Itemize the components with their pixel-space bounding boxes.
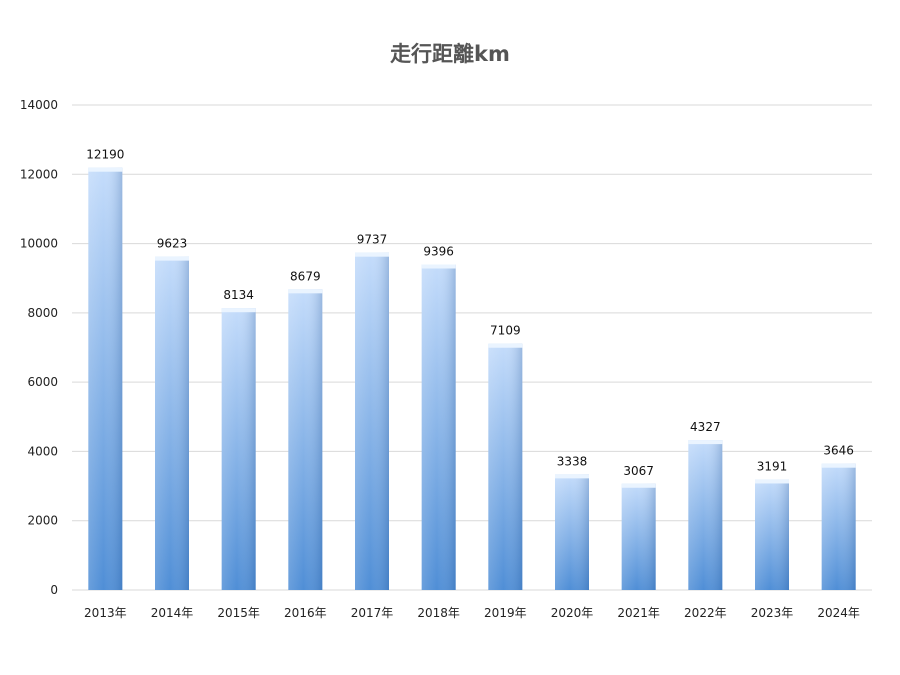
bar-shading bbox=[755, 479, 789, 590]
bar bbox=[688, 440, 723, 590]
x-tick-label: 2018年 bbox=[417, 606, 460, 620]
bar-cap bbox=[421, 264, 456, 269]
bar-cap bbox=[621, 483, 656, 488]
gridlines bbox=[72, 104, 872, 591]
bar bbox=[355, 252, 389, 590]
y-tick-label: 4000 bbox=[27, 444, 58, 458]
bar bbox=[421, 264, 456, 590]
x-tick-label: 2016年 bbox=[284, 606, 327, 620]
data-label: 9737 bbox=[357, 233, 388, 247]
bar-cap bbox=[88, 167, 123, 172]
chart-title: 走行距離km bbox=[390, 42, 510, 66]
bar-shading bbox=[355, 252, 389, 590]
y-tick-label: 0 bbox=[50, 583, 58, 597]
bar-shading bbox=[688, 440, 723, 590]
x-tick-label: 2021年 bbox=[617, 606, 660, 620]
bar-shading bbox=[555, 474, 589, 590]
bar bbox=[221, 308, 256, 590]
y-tick-label: 14000 bbox=[20, 98, 58, 112]
bar bbox=[488, 343, 523, 590]
bar-cap bbox=[821, 463, 856, 468]
data-label: 3191 bbox=[757, 459, 788, 473]
bar bbox=[755, 479, 789, 590]
x-tick-label: 2024年 bbox=[817, 606, 860, 620]
y-tick-label: 8000 bbox=[27, 306, 58, 320]
bar bbox=[288, 289, 323, 590]
data-label: 8134 bbox=[223, 288, 254, 302]
bar-shading bbox=[488, 343, 523, 590]
x-tick-label: 2013年 bbox=[84, 606, 127, 620]
bar bbox=[621, 483, 656, 590]
x-tick-label: 2022年 bbox=[684, 606, 727, 620]
data-label: 7109 bbox=[490, 324, 521, 338]
data-label: 9396 bbox=[423, 244, 454, 258]
bar-shading bbox=[821, 463, 856, 590]
bar-cap bbox=[755, 479, 789, 484]
data-label: 3067 bbox=[623, 464, 654, 478]
bar bbox=[155, 256, 189, 590]
bar-cap bbox=[555, 474, 589, 479]
bar-shading bbox=[155, 256, 189, 590]
data-label: 8679 bbox=[290, 269, 321, 283]
bar-cap bbox=[355, 252, 389, 257]
bar-cap bbox=[488, 343, 523, 348]
bar-shading bbox=[88, 167, 123, 591]
data-label: 3646 bbox=[823, 444, 854, 458]
x-tick-label: 2014年 bbox=[151, 606, 194, 620]
x-tick-label: 2019年 bbox=[484, 606, 527, 620]
bar bbox=[88, 167, 123, 591]
bar-shading bbox=[288, 289, 323, 590]
x-tick-label: 2020年 bbox=[551, 606, 594, 620]
x-axis-ticks: 2013年 2014年 2015年 2016年 2017年 2018年 2019年 2020年… bbox=[84, 606, 860, 620]
bar-shading bbox=[421, 264, 456, 590]
bar bbox=[555, 474, 589, 590]
data-label: 3338 bbox=[557, 454, 588, 468]
bar-shading bbox=[221, 308, 256, 590]
x-tick-label: 2023年 bbox=[751, 606, 794, 620]
y-tick-label: 2000 bbox=[27, 514, 58, 528]
y-tick-label: 12000 bbox=[20, 167, 58, 181]
bar-cap bbox=[221, 308, 256, 313]
bar-cap bbox=[688, 440, 723, 445]
data-labels: 12190 9623 8134 8679 9737 9396 7109 3338 3067 432… bbox=[86, 148, 854, 478]
bar bbox=[821, 463, 856, 590]
bar-shading bbox=[621, 483, 656, 590]
x-tick-label: 2015年 bbox=[217, 606, 260, 620]
bar-cap bbox=[288, 289, 323, 294]
y-axis-ticks: 0 2000 4000 6000 8000 10000 12000 14000 bbox=[20, 98, 58, 597]
data-label: 9623 bbox=[157, 237, 188, 251]
data-label: 12190 bbox=[86, 148, 124, 162]
y-tick-label: 6000 bbox=[27, 375, 58, 389]
x-tick-label: 2017年 bbox=[351, 606, 394, 620]
data-label: 4327 bbox=[690, 420, 721, 434]
bar-cap bbox=[155, 256, 189, 261]
bars bbox=[88, 167, 856, 591]
y-tick-label: 10000 bbox=[20, 237, 58, 251]
